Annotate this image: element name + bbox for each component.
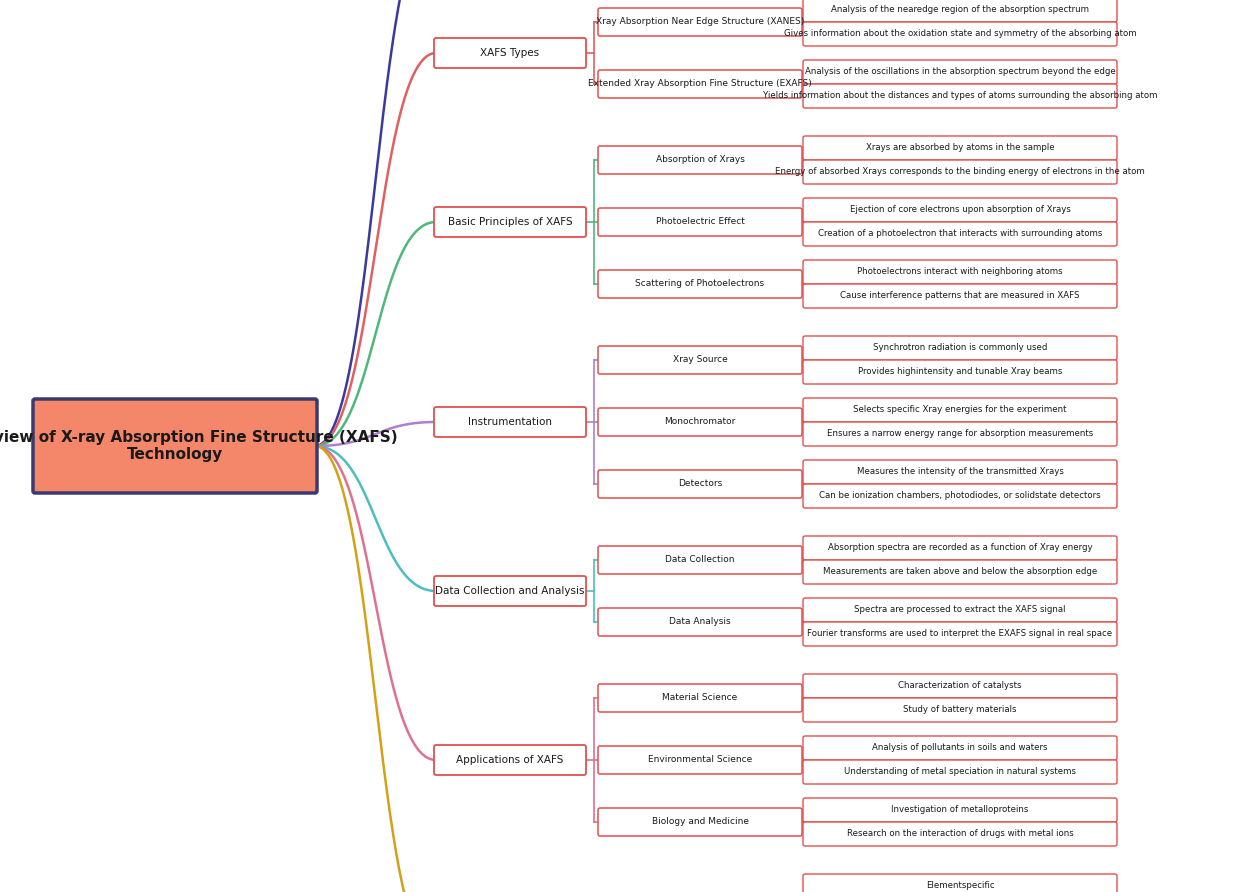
Text: Environmental Science: Environmental Science <box>647 756 753 764</box>
FancyBboxPatch shape <box>804 198 1117 222</box>
FancyBboxPatch shape <box>804 622 1117 646</box>
FancyBboxPatch shape <box>804 536 1117 560</box>
Text: Provides highintensity and tunable Xray beams: Provides highintensity and tunable Xray … <box>858 368 1063 376</box>
FancyBboxPatch shape <box>804 798 1117 822</box>
FancyBboxPatch shape <box>804 222 1117 246</box>
Text: Measurements are taken above and below the absorption edge: Measurements are taken above and below t… <box>823 567 1097 576</box>
FancyBboxPatch shape <box>804 284 1117 308</box>
Text: Elementspecific: Elementspecific <box>926 881 994 890</box>
FancyBboxPatch shape <box>804 760 1117 784</box>
Text: Detectors: Detectors <box>678 480 722 489</box>
FancyBboxPatch shape <box>434 407 587 437</box>
FancyBboxPatch shape <box>598 808 802 836</box>
Text: Overview of X-ray Absorption Fine Structure (XAFS)
Technology: Overview of X-ray Absorption Fine Struct… <box>0 430 397 462</box>
FancyBboxPatch shape <box>804 84 1117 108</box>
FancyBboxPatch shape <box>598 70 802 98</box>
FancyBboxPatch shape <box>804 598 1117 622</box>
Text: Selects specific Xray energies for the experiment: Selects specific Xray energies for the e… <box>853 406 1066 415</box>
Text: Xrays are absorbed by atoms in the sample: Xrays are absorbed by atoms in the sampl… <box>866 144 1054 153</box>
FancyBboxPatch shape <box>804 260 1117 284</box>
FancyBboxPatch shape <box>804 336 1117 360</box>
FancyBboxPatch shape <box>598 208 802 236</box>
Text: Data Collection: Data Collection <box>665 556 735 565</box>
Text: Investigation of metalloproteins: Investigation of metalloproteins <box>892 805 1029 814</box>
Text: Absorption spectra are recorded as a function of Xray energy: Absorption spectra are recorded as a fun… <box>827 543 1092 552</box>
Text: Cause interference patterns that are measured in XAFS: Cause interference patterns that are mea… <box>841 292 1080 301</box>
Text: Applications of XAFS: Applications of XAFS <box>456 755 564 765</box>
FancyBboxPatch shape <box>598 408 802 436</box>
FancyBboxPatch shape <box>598 146 802 174</box>
FancyBboxPatch shape <box>598 346 802 374</box>
Text: Absorption of Xrays: Absorption of Xrays <box>656 155 744 164</box>
Text: Can be ionization chambers, photodiodes, or solidstate detectors: Can be ionization chambers, photodiodes,… <box>820 491 1101 500</box>
FancyBboxPatch shape <box>804 22 1117 46</box>
Text: Synchrotron radiation is commonly used: Synchrotron radiation is commonly used <box>873 343 1048 352</box>
FancyBboxPatch shape <box>804 0 1117 22</box>
Text: Study of battery materials: Study of battery materials <box>903 706 1017 714</box>
FancyBboxPatch shape <box>598 546 802 574</box>
Text: Gives information about the oxidation state and symmetry of the absorbing atom: Gives information about the oxidation st… <box>784 29 1136 38</box>
FancyBboxPatch shape <box>33 399 317 493</box>
Text: Spectra are processed to extract the XAFS signal: Spectra are processed to extract the XAF… <box>854 606 1065 615</box>
FancyBboxPatch shape <box>434 38 587 68</box>
Text: Biology and Medicine: Biology and Medicine <box>651 817 749 827</box>
FancyBboxPatch shape <box>804 698 1117 722</box>
FancyBboxPatch shape <box>598 608 802 636</box>
Text: Characterization of catalysts: Characterization of catalysts <box>898 681 1022 690</box>
Text: Photoelectrons interact with neighboring atoms: Photoelectrons interact with neighboring… <box>857 268 1063 277</box>
FancyBboxPatch shape <box>434 576 587 606</box>
FancyBboxPatch shape <box>804 674 1117 698</box>
FancyBboxPatch shape <box>434 207 587 237</box>
FancyBboxPatch shape <box>804 136 1117 160</box>
Text: Monochromator: Monochromator <box>665 417 735 426</box>
FancyBboxPatch shape <box>804 460 1117 484</box>
FancyBboxPatch shape <box>598 8 802 36</box>
Text: Fourier transforms are used to interpret the EXAFS signal in real space: Fourier transforms are used to interpret… <box>807 630 1112 639</box>
FancyBboxPatch shape <box>804 60 1117 84</box>
FancyBboxPatch shape <box>804 360 1117 384</box>
Text: Analysis of the nearedge region of the absorption spectrum: Analysis of the nearedge region of the a… <box>831 5 1089 14</box>
FancyBboxPatch shape <box>804 160 1117 184</box>
FancyBboxPatch shape <box>804 560 1117 584</box>
FancyBboxPatch shape <box>804 874 1117 892</box>
FancyBboxPatch shape <box>804 422 1117 446</box>
Text: Xray Absorption Near Edge Structure (XANES): Xray Absorption Near Edge Structure (XAN… <box>596 18 804 27</box>
Text: Measures the intensity of the transmitted Xrays: Measures the intensity of the transmitte… <box>857 467 1064 476</box>
Text: Analysis of the oscillations in the absorption spectrum beyond the edge: Analysis of the oscillations in the abso… <box>805 68 1115 77</box>
FancyBboxPatch shape <box>804 822 1117 846</box>
Text: Xray Source: Xray Source <box>672 356 728 365</box>
Text: Extended Xray Absorption Fine Structure (EXAFS): Extended Xray Absorption Fine Structure … <box>588 79 812 88</box>
FancyBboxPatch shape <box>598 470 802 498</box>
Text: Ejection of core electrons upon absorption of Xrays: Ejection of core electrons upon absorpti… <box>849 205 1070 214</box>
FancyBboxPatch shape <box>598 270 802 298</box>
FancyBboxPatch shape <box>804 484 1117 508</box>
Text: XAFS Types: XAFS Types <box>480 48 539 58</box>
Text: Basic Principles of XAFS: Basic Principles of XAFS <box>448 217 573 227</box>
FancyBboxPatch shape <box>598 684 802 712</box>
Text: Analysis of pollutants in soils and waters: Analysis of pollutants in soils and wate… <box>872 744 1048 753</box>
Text: Data Collection and Analysis: Data Collection and Analysis <box>435 586 585 596</box>
Text: Yields information about the distances and types of atoms surrounding the absorb: Yields information about the distances a… <box>763 92 1157 101</box>
Text: Understanding of metal speciation in natural systems: Understanding of metal speciation in nat… <box>844 767 1076 777</box>
Text: Ensures a narrow energy range for absorption measurements: Ensures a narrow energy range for absorp… <box>827 430 1094 439</box>
Text: Creation of a photoelectron that interacts with surrounding atoms: Creation of a photoelectron that interac… <box>818 229 1102 238</box>
Text: Material Science: Material Science <box>662 693 738 703</box>
FancyBboxPatch shape <box>804 736 1117 760</box>
Text: Photoelectric Effect: Photoelectric Effect <box>656 218 744 227</box>
Text: Energy of absorbed Xrays corresponds to the binding energy of electrons in the a: Energy of absorbed Xrays corresponds to … <box>775 168 1145 177</box>
Text: Data Analysis: Data Analysis <box>670 617 730 626</box>
FancyBboxPatch shape <box>434 745 587 775</box>
Text: Scattering of Photoelectrons: Scattering of Photoelectrons <box>635 279 765 288</box>
Text: Instrumentation: Instrumentation <box>467 417 552 427</box>
FancyBboxPatch shape <box>598 746 802 774</box>
FancyBboxPatch shape <box>804 398 1117 422</box>
Text: Research on the interaction of drugs with metal ions: Research on the interaction of drugs wit… <box>847 830 1074 838</box>
